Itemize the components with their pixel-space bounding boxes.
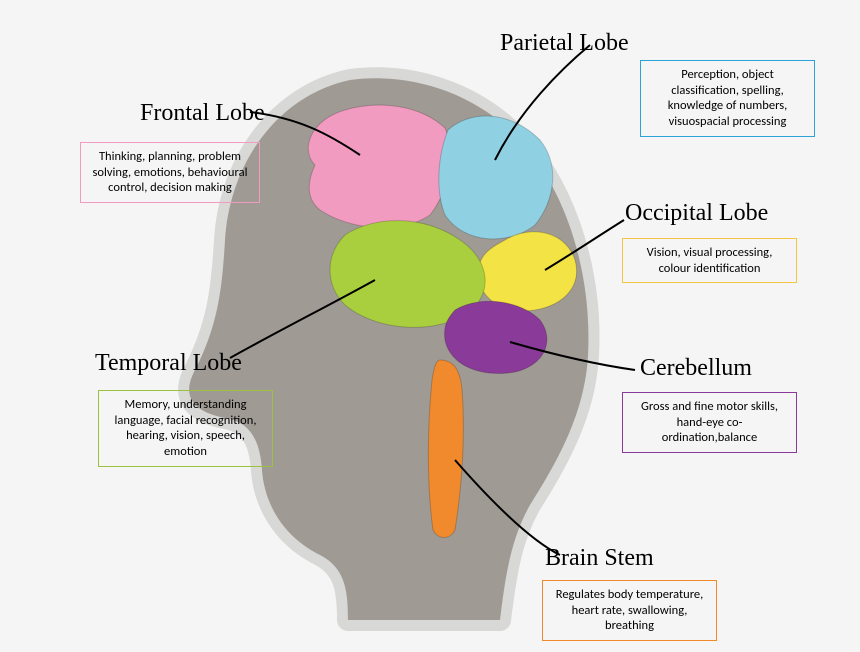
brain-stem-description: Regulates body temperature, heart rate, … [542, 580, 717, 641]
temporal-pointer-line [230, 280, 375, 358]
occipital-lobe-shape [478, 232, 577, 311]
temporal-lobe-description: Memory, understanding language, facial r… [98, 390, 273, 467]
frontal-lobe-shape [308, 105, 450, 228]
brainstem-lobe-shape [428, 360, 463, 538]
brain-stem-title: Brain Stem [545, 545, 654, 572]
cerebellum-description: Gross and fine motor skills, hand-eye co… [622, 392, 797, 453]
temporal-lobe-title: Temporal Lobe [95, 350, 242, 377]
cerebellum-title: Cerebellum [640, 355, 752, 382]
parietal-lobe-shape [439, 116, 553, 239]
parietal-lobe-title: Parietal Lobe [500, 30, 629, 57]
parietal-lobe-description: Perception, object classification, spell… [640, 60, 815, 137]
brainstem-pointer-line [455, 460, 560, 555]
frontal-lobe-title: Frontal Lobe [140, 100, 265, 127]
parietal-pointer-line [495, 45, 590, 160]
occipital-pointer-line [545, 220, 624, 270]
cerebellum-lobe-shape [445, 301, 547, 373]
cerebellum-pointer-line [510, 342, 635, 370]
temporal-lobe-shape [330, 221, 485, 328]
occipital-lobe-description: Vision, visual processing, colour identi… [622, 238, 797, 283]
frontal-pointer-line [250, 112, 360, 155]
frontal-lobe-description: Thinking, planning, problem solving, emo… [80, 142, 260, 203]
occipital-lobe-title: Occipital Lobe [625, 200, 768, 227]
diagram-canvas: Frontal Lobe Thinking, planning, problem… [0, 0, 860, 652]
